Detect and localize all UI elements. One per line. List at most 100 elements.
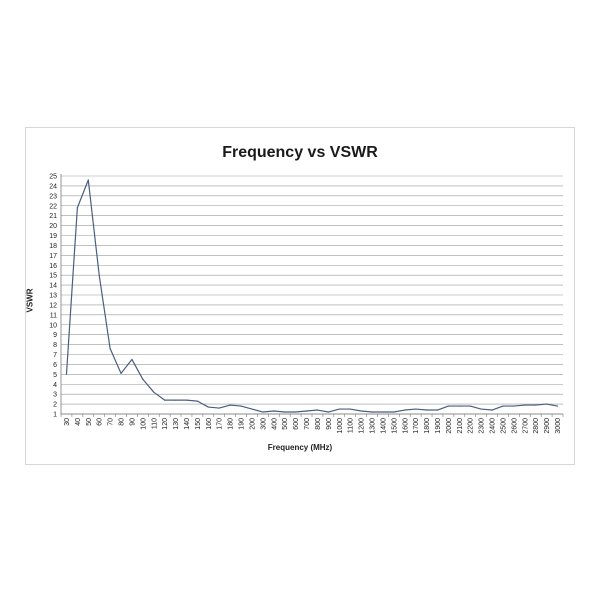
y-tick-label: 20 <box>49 223 57 230</box>
y-tick-label: 3 <box>53 392 57 399</box>
data-point <box>196 400 199 402</box>
x-tick-label: 70 <box>108 418 115 426</box>
x-tick-label: 800 <box>315 418 322 430</box>
data-point <box>164 399 166 401</box>
x-tick-label: 140 <box>184 418 191 430</box>
data-point <box>556 405 559 407</box>
y-tick-label: 21 <box>49 213 57 220</box>
data-point <box>469 405 471 407</box>
data-point <box>458 405 460 407</box>
x-tick-label: 30 <box>64 418 71 426</box>
y-tick-label: 8 <box>53 342 57 349</box>
data-point <box>109 347 111 350</box>
x-tick-label: 2500 <box>500 418 507 434</box>
y-tick-label: 18 <box>49 243 57 250</box>
x-tick-label: 1500 <box>391 418 398 434</box>
y-tick-label: 13 <box>49 293 57 300</box>
x-tick-label: 1900 <box>435 418 442 434</box>
y-tick-label: 11 <box>50 312 57 319</box>
data-point <box>327 411 329 413</box>
y-tick-label: 16 <box>49 263 57 270</box>
data-point <box>338 408 340 410</box>
x-axis-label: Frequency (MHz) <box>267 443 333 452</box>
chart-title: Frequency vs VSWR <box>222 144 378 161</box>
x-tick-label: 40 <box>75 418 82 426</box>
data-point <box>65 373 68 375</box>
x-tick-label: 90 <box>129 418 136 426</box>
x-tick-label: 1100 <box>348 418 355 433</box>
x-tick-label: 2600 <box>511 418 518 434</box>
data-point <box>262 411 264 413</box>
x-tick-label: 1000 <box>337 418 344 434</box>
data-point <box>316 409 319 411</box>
y-tick-label: 6 <box>53 362 57 369</box>
y-tick-label: 9 <box>53 332 57 339</box>
y-tick-label: 7 <box>53 352 57 359</box>
data-point <box>251 408 253 410</box>
y-tick-label: 22 <box>49 203 57 210</box>
data-point <box>447 405 450 407</box>
x-tick-label: 2300 <box>479 418 486 434</box>
data-point <box>436 409 439 411</box>
data-point <box>491 409 493 411</box>
x-tick-label: 2000 <box>446 418 453 434</box>
x-tick-label: 50 <box>86 418 93 426</box>
data-point <box>415 408 417 410</box>
data-point <box>284 411 286 413</box>
data-point <box>393 411 395 413</box>
y-tick-label: 1 <box>53 412 57 419</box>
x-tick-label: 500 <box>282 418 289 430</box>
data-point <box>404 409 406 411</box>
x-tick-label: 120 <box>162 418 169 430</box>
data-point <box>120 372 122 374</box>
data-point <box>218 407 220 409</box>
data-point <box>382 411 384 413</box>
x-tick-label: 1800 <box>424 418 431 434</box>
y-tick-label: 14 <box>49 283 57 290</box>
y-tick-label: 24 <box>49 183 57 190</box>
x-tick-label: 700 <box>304 418 311 430</box>
x-tick-label: 180 <box>228 418 235 430</box>
x-tick-label: 110 <box>151 418 158 429</box>
x-tick-label: 1200 <box>359 418 366 434</box>
y-tick-label: 4 <box>53 382 57 389</box>
data-point <box>240 405 242 407</box>
y-tick-label: 17 <box>49 253 57 260</box>
data-point <box>524 404 526 406</box>
x-tick-label: 2400 <box>490 418 497 434</box>
data-point <box>142 378 144 380</box>
x-tick-label: 170 <box>217 418 224 430</box>
x-tick-label: 1300 <box>370 418 377 434</box>
y-tick-label: 25 <box>49 174 57 181</box>
x-tick-label: 2900 <box>544 418 551 434</box>
x-tick-label: 2100 <box>457 418 464 434</box>
y-tick-label: 23 <box>49 193 57 200</box>
data-point <box>535 404 537 406</box>
data-point <box>513 405 515 407</box>
data-point <box>305 410 308 412</box>
x-tick-label: 100 <box>140 418 147 430</box>
y-tick-label: 5 <box>53 372 57 379</box>
data-point <box>207 406 209 408</box>
x-tick-label: 60 <box>97 418 104 426</box>
x-tick-label: 1700 <box>413 418 420 434</box>
data-point <box>502 405 504 407</box>
x-tick-label: 190 <box>239 418 246 430</box>
data-point <box>360 410 362 412</box>
x-tick-label: 400 <box>271 418 278 430</box>
y-tick-label: 15 <box>49 273 57 280</box>
data-point <box>153 391 155 393</box>
x-tick-label: 600 <box>293 418 300 430</box>
y-tick-label: 19 <box>49 233 57 240</box>
x-tick-label: 1600 <box>402 418 409 434</box>
data-point <box>295 411 297 413</box>
data-point <box>425 409 428 411</box>
data-point <box>371 411 373 413</box>
data-point <box>174 399 177 401</box>
data-point <box>480 408 482 410</box>
x-tick-label: 160 <box>206 418 213 430</box>
x-tick-label: 130 <box>173 418 180 430</box>
data-point <box>76 207 78 209</box>
data-point <box>185 399 188 401</box>
